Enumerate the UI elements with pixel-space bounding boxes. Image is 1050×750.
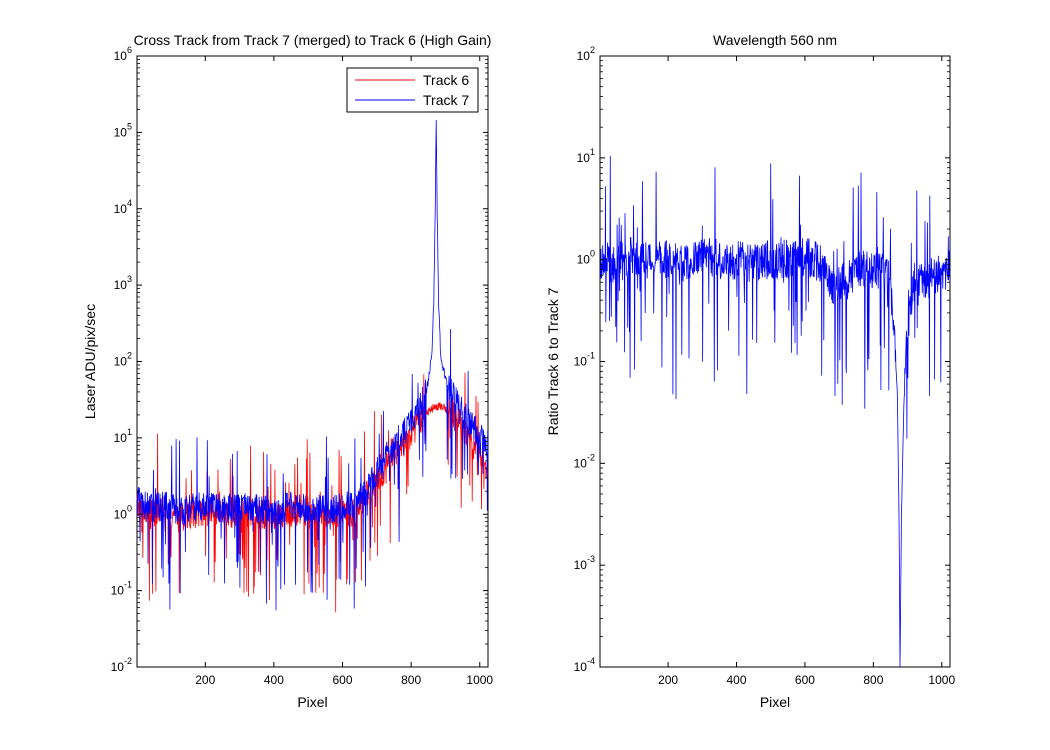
y-tick-label: 106	[114, 45, 132, 63]
y-tick-label: 10-2	[574, 452, 595, 470]
y-tick-label: 100	[577, 249, 595, 267]
y-tick-label: 10-2	[111, 656, 132, 674]
y-tick-label: 102	[577, 45, 595, 63]
y-tick-label: 103	[114, 274, 132, 292]
y-tick-label: 105	[114, 121, 132, 139]
y-axis-label: Ratio Track 6 to Track 7	[545, 287, 561, 435]
x-tick-label: 200	[658, 673, 678, 687]
plot-area	[599, 55, 951, 668]
x-axis-label: Pixel	[297, 694, 327, 710]
y-tick-label: 10-1	[111, 580, 132, 598]
y-tick-label: 10-3	[574, 554, 595, 572]
y-axis-label: Laser ADU/pix/sec	[82, 304, 98, 419]
chart-ratio: 200 400 600 800 1000 10-4 10-3 10-2 10-1 100 101 10…	[545, 32, 955, 710]
x-tick-label: 200	[195, 673, 215, 687]
y-tick-label: 102	[114, 351, 132, 369]
y-tick-label: 100	[114, 503, 132, 521]
legend: Track 6 Track 7	[346, 67, 479, 113]
x-axis-label: Pixel	[760, 694, 790, 710]
y-tick-label: 10-4	[574, 656, 595, 674]
legend-label-1: Track 6	[423, 72, 469, 88]
x-tick-label: 600	[333, 673, 353, 687]
x-tick-label: 600	[795, 673, 815, 687]
x-tick-label: 800	[401, 673, 421, 687]
y-tick-label: 101	[114, 427, 132, 445]
x-tick-label: 400	[264, 673, 284, 687]
series-line-1	[599, 155, 951, 668]
y-tick-label: 10-1	[574, 351, 595, 369]
legend-box	[346, 67, 479, 113]
x-tick-label: 400	[726, 673, 746, 687]
x-tick-label: 800	[863, 673, 883, 687]
y-tick-label: 104	[114, 198, 132, 216]
chart-title: Cross Track from Track 7 (merged) to Tra…	[134, 32, 492, 48]
y-tick-label: 101	[577, 147, 595, 165]
chart-title: Wavelength 560 nm	[713, 32, 837, 48]
x-tick-label: 1000	[466, 673, 493, 687]
series-line-2	[136, 119, 489, 611]
x-tick-label: 1000	[928, 673, 955, 687]
legend-label-2: Track 7	[423, 92, 469, 108]
chart-laser-adu: 200 400 600 800 1000 10-2 10-1 100 101 102 103 104 1…	[82, 32, 493, 710]
